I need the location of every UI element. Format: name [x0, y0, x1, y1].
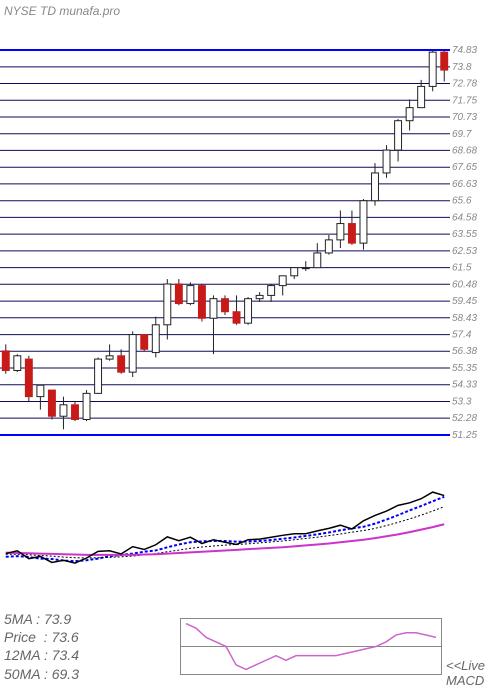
svg-text:66.63: 66.63: [452, 179, 477, 190]
stat-label: Price: [4, 629, 36, 645]
svg-text:51.25: 51.25: [452, 430, 477, 441]
svg-text:73.8: 73.8: [452, 62, 472, 73]
svg-text:70.73: 70.73: [452, 112, 477, 123]
stat-label: 12MA: [4, 647, 40, 663]
svg-text:57.4: 57.4: [452, 330, 472, 341]
svg-text:58.43: 58.43: [452, 313, 477, 324]
candlestick-chart: 74.83 73.8 72.78 71.75 70.73 69.7 68.68 67.65 66…: [0, 0, 500, 460]
stat-50ma: 50MA : 69.3: [4, 665, 79, 683]
macd-inset: [180, 618, 442, 675]
stat-value: 73.9: [44, 611, 71, 627]
macd-label: <<Live MACD: [446, 658, 500, 688]
stat-value: 73.4: [52, 647, 79, 663]
svg-text:72.78: 72.78: [452, 78, 477, 89]
stat-12ma: 12MA : 73.4: [4, 646, 79, 664]
svg-text:61.5: 61.5: [452, 263, 472, 274]
svg-text:56.38: 56.38: [452, 346, 477, 357]
svg-text:71.75: 71.75: [452, 95, 477, 106]
svg-text:67.65: 67.65: [452, 162, 477, 173]
svg-text:60.48: 60.48: [452, 279, 477, 290]
svg-text:54.33: 54.33: [452, 380, 477, 391]
svg-text:65.6: 65.6: [452, 196, 472, 207]
svg-text:62.53: 62.53: [452, 246, 477, 257]
stat-5ma: 5MA : 73.9: [4, 610, 79, 628]
svg-text:74.83: 74.83: [452, 45, 477, 56]
svg-text:52.28: 52.28: [452, 413, 477, 424]
svg-text:68.68: 68.68: [452, 145, 477, 156]
chart-container: NYSE TD munafa.pro 74.8373.872.7871.7570…: [0, 0, 500, 700]
svg-text:69.7: 69.7: [452, 129, 472, 140]
stat-value: 69.3: [52, 666, 79, 682]
stats-panel: 5MA : 73.9 Price : 73.6 12MA : 73.4 50MA…: [4, 610, 79, 683]
svg-text:63.55: 63.55: [452, 229, 477, 240]
stat-label: 50MA: [4, 666, 40, 682]
stat-label: 5MA: [4, 611, 32, 627]
moving-average-panel: [0, 480, 500, 600]
stat-price: Price : 73.6: [4, 628, 79, 646]
svg-text:53.3: 53.3: [452, 397, 472, 408]
svg-text:55.35: 55.35: [452, 363, 477, 374]
svg-text:59.45: 59.45: [452, 296, 477, 307]
stat-value: 73.6: [51, 629, 78, 645]
svg-text:64.58: 64.58: [452, 212, 477, 223]
macd-line: [181, 619, 441, 674]
